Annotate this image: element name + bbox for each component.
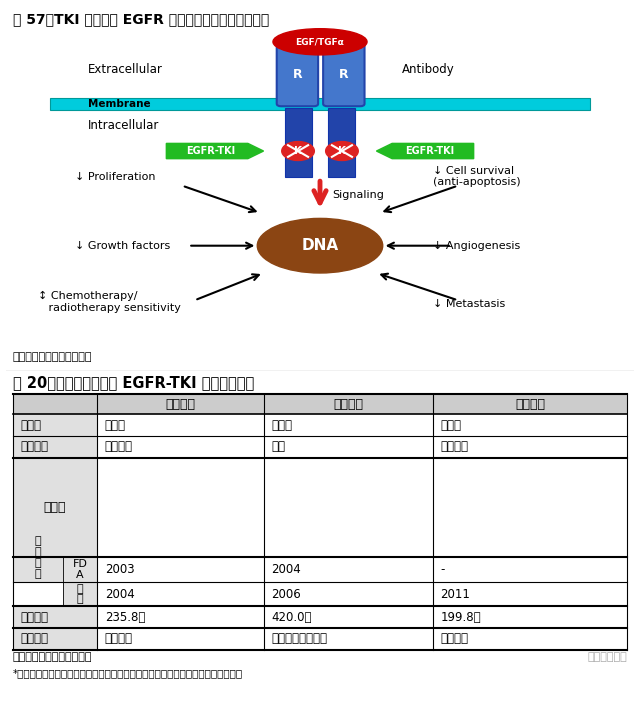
Text: EGFR-TKI: EGFR-TKI [186, 146, 235, 156]
Ellipse shape [273, 29, 367, 55]
Bar [63, 557, 97, 582]
Bar [13, 606, 97, 628]
Ellipse shape [282, 141, 314, 161]
Bar [13, 458, 97, 557]
Text: *治疗费用的计算方式：价格采用国内平均中标价格，治疗剂量按照说明书推荐剂量: *治疗费用的计算方式：价格采用国内平均中标价格，治疗剂量按照说明书推荐剂量 [13, 668, 243, 678]
Bar [264, 394, 433, 415]
Bar [433, 458, 627, 557]
Text: 易瑞沙: 易瑞沙 [105, 419, 126, 432]
Text: 特罗凯: 特罗凯 [271, 419, 292, 432]
Ellipse shape [326, 141, 358, 161]
Text: 资料来源：兴业证券研究所: 资料来源：兴业证券研究所 [13, 653, 92, 663]
Text: 原研厂家: 原研厂家 [20, 441, 48, 454]
Text: 国家乙类: 国家乙类 [440, 632, 468, 645]
Text: 235.8元: 235.8元 [105, 611, 145, 624]
Text: 2011: 2011 [440, 588, 470, 601]
Text: DNA: DNA [301, 238, 339, 253]
Text: 罗氏: 罗氏 [271, 441, 285, 454]
Bar [13, 628, 97, 650]
Text: 199.8元: 199.8元 [440, 611, 481, 624]
Text: R: R [292, 68, 302, 81]
Text: ↓ Proliferation: ↓ Proliferation [76, 172, 156, 182]
Text: 上
市
时
间: 上 市 时 间 [35, 536, 41, 578]
Bar [51, 98, 589, 110]
Text: K: K [294, 146, 302, 156]
Bar [433, 394, 627, 415]
FancyBboxPatch shape [323, 42, 365, 106]
Text: 吉非替尼: 吉非替尼 [166, 398, 195, 411]
Text: ↓ Metastasis: ↓ Metastasis [433, 299, 505, 309]
Text: Antibody: Antibody [401, 63, 454, 76]
Text: 凯美纳: 凯美纳 [440, 419, 461, 432]
Text: ↓ Angiogenesis: ↓ Angiogenesis [433, 241, 520, 251]
Text: 医保信息: 医保信息 [20, 632, 48, 645]
Text: 2006: 2006 [271, 588, 301, 601]
Text: Signaling: Signaling [333, 190, 385, 200]
Text: Membrane: Membrane [88, 99, 150, 109]
Text: 结构式: 结构式 [44, 501, 67, 514]
Bar [264, 458, 433, 557]
Text: 日均费用: 日均费用 [20, 611, 48, 624]
Text: 阿斯利康: 阿斯利康 [105, 441, 133, 454]
Text: 埃克替尼: 埃克替尼 [515, 398, 545, 411]
Text: 资料来源：兴业证券研究所: 资料来源：兴业证券研究所 [13, 353, 92, 362]
Text: ↓ Cell survival
(anti-apoptosis): ↓ Cell survival (anti-apoptosis) [433, 166, 520, 187]
FancyBboxPatch shape [276, 42, 318, 106]
Text: ↓ Growth factors: ↓ Growth factors [76, 241, 171, 251]
Bar [285, 108, 312, 177]
Text: 兴证医药健康: 兴证医药健康 [588, 653, 627, 663]
Text: 2003: 2003 [105, 563, 134, 576]
Text: FD
A: FD A [73, 559, 88, 580]
Bar [13, 533, 63, 582]
Text: 贝达药业: 贝达药业 [440, 441, 468, 454]
Text: ↕ Chemotherapy/
   radiotherapy sensitivity: ↕ Chemotherapy/ radiotherapy sensitivity [38, 291, 180, 313]
Bar [328, 108, 355, 177]
Bar [97, 394, 264, 415]
Text: 图 57、TKI 类药物在 EGFR 信号通路中作用机制示意图: 图 57、TKI 类药物在 EGFR 信号通路中作用机制示意图 [13, 13, 269, 27]
Text: 表 20、国内已上市三种 EGFR-TKI 药物综合对比: 表 20、国内已上市三种 EGFR-TKI 药物综合对比 [13, 376, 254, 391]
Bar [97, 458, 264, 557]
FancyArrow shape [376, 143, 474, 159]
Text: 420.0元: 420.0元 [271, 611, 312, 624]
Text: 仅甘肃、新疆乙类: 仅甘肃、新疆乙类 [271, 632, 327, 645]
Text: R: R [339, 68, 349, 81]
Text: 国
内: 国 内 [77, 584, 83, 604]
Bar [13, 415, 97, 436]
Text: 2004: 2004 [105, 588, 134, 601]
Text: 国家乙类: 国家乙类 [105, 632, 133, 645]
Text: EGFR-TKI: EGFR-TKI [405, 146, 454, 156]
Text: Intracellular: Intracellular [88, 119, 159, 132]
Text: -: - [440, 563, 445, 576]
Bar [13, 394, 97, 415]
FancyArrow shape [166, 143, 264, 159]
Text: Extracellular: Extracellular [88, 63, 163, 76]
Text: 商品名: 商品名 [20, 419, 41, 432]
Text: K: K [338, 146, 346, 156]
Ellipse shape [257, 218, 383, 273]
Bar [63, 582, 97, 606]
Bar [13, 436, 97, 458]
Text: EGF/TGFα: EGF/TGFα [296, 37, 344, 46]
Text: 厄洛替尼: 厄洛替尼 [333, 398, 364, 411]
Text: 2004: 2004 [271, 563, 301, 576]
